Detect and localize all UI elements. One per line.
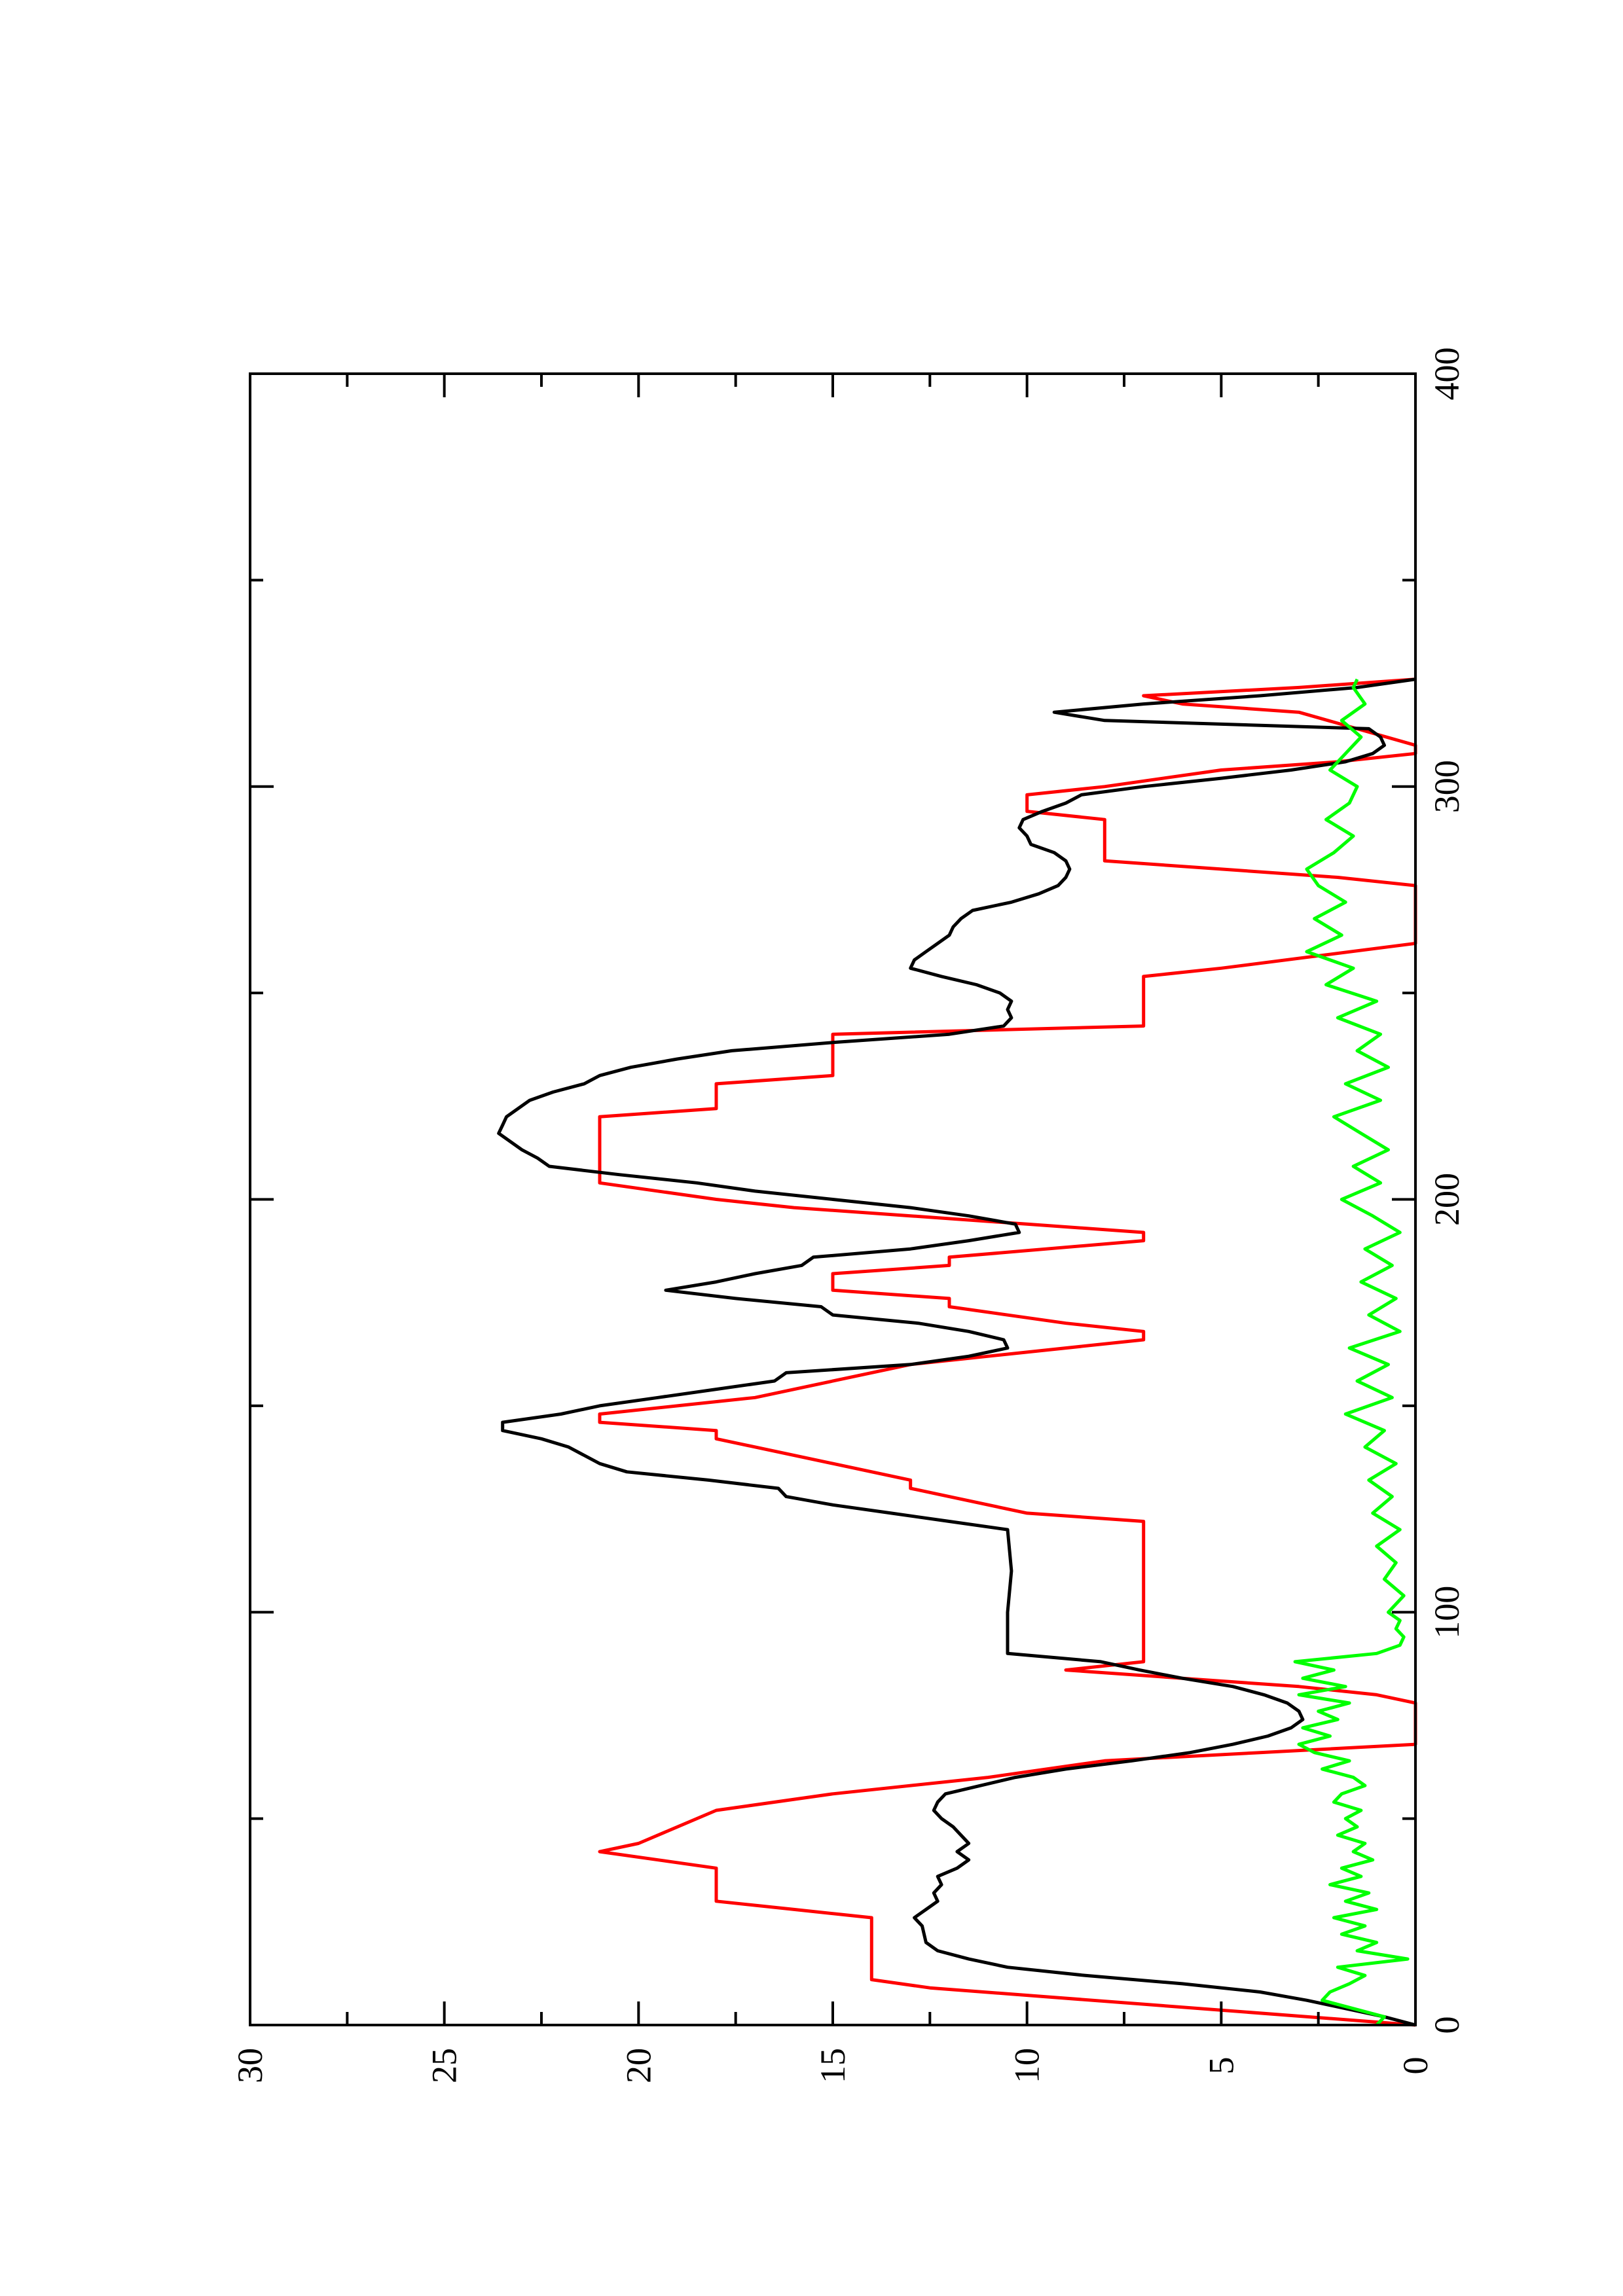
y-tick-label: 15 (813, 2048, 852, 2083)
y-tick-label: 25 (425, 2048, 464, 2083)
series-line-3 (1293, 678, 1410, 2026)
x-tick-label: 0 (1427, 2017, 1467, 2034)
tick-layer (249, 372, 1417, 2026)
y-tick-label: 30 (230, 2048, 270, 2083)
y-tick-label: 10 (1008, 2048, 1047, 2083)
series-layer (497, 677, 1417, 2027)
x-tick-label: 200 (1427, 1173, 1467, 1226)
tick-label-layer: 0 100 200 300 400 0 5 10 15 20 25 30 (230, 348, 1467, 2084)
series-line-2 (497, 677, 1416, 2027)
y-tick-label: 0 (1396, 2057, 1435, 2075)
y-tick-label: 5 (1201, 2057, 1241, 2075)
x-tick-label: 400 (1427, 348, 1467, 401)
y-tick-label: 20 (619, 2048, 658, 2083)
x-tick-label: 300 (1427, 760, 1467, 813)
x-tick-label: 100 (1427, 1586, 1467, 1639)
series-line-1 (598, 677, 1417, 2027)
